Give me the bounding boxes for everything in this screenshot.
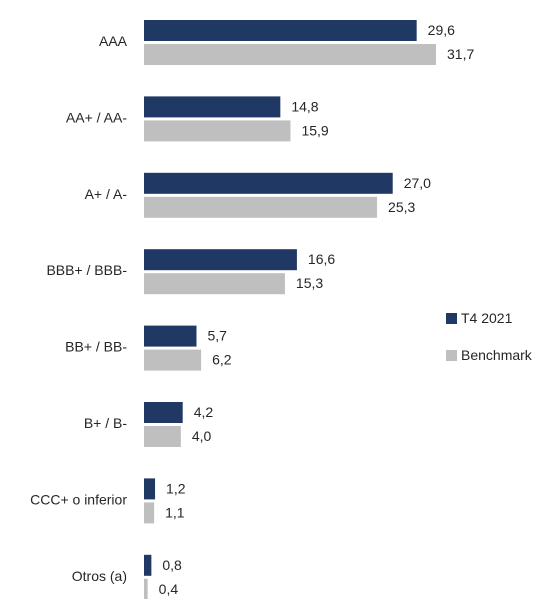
category-label-ccc-o-inferior: CCC+ o inferior (30, 491, 127, 507)
bar-t4-2021-ccc-o-inferior (144, 478, 156, 500)
bar-t4-2021-bbb-bbb (144, 249, 297, 271)
category-label-a-a: A+ / A- (85, 186, 128, 202)
bar-t4-2021-otros-a (144, 554, 152, 576)
bar-benchmark-aa-aa (144, 120, 291, 142)
legend-swatch-benchmark (446, 350, 457, 361)
category-label-bb-bb: BB+ / BB- (65, 339, 127, 355)
legend-label-t4-2021: T4 2021 (461, 310, 513, 326)
bar-benchmark-a-a (144, 196, 378, 218)
value-label-benchmark-aa-aa: 15,9 (301, 122, 328, 138)
bar-t4-2021-aa-aa (144, 96, 281, 118)
legend-swatch-t4-2021 (446, 313, 457, 324)
bar-benchmark-bb-bb (144, 349, 202, 371)
value-label-t4-2021-otros-a: 0,8 (162, 557, 182, 573)
value-label-benchmark-a-a: 25,3 (388, 199, 415, 215)
category-label-aaa: AAA (99, 33, 128, 49)
value-label-benchmark-aaa: 31,7 (447, 46, 474, 62)
legend: T4 2021 Benchmark (446, 310, 533, 363)
category-label-aa-aa: AA+ / AA- (66, 109, 127, 125)
category-label-otros-a: Otros (a) (72, 568, 127, 584)
bar-t4-2021-bb-bb (144, 325, 197, 347)
value-label-benchmark-bb-bb: 6,2 (212, 352, 232, 368)
bar-benchmark-bbb-bbb (144, 273, 285, 295)
value-label-benchmark-otros-a: 0,4 (159, 581, 179, 597)
bar-t4-2021-b-b (144, 402, 183, 423)
value-label-benchmark-bbb-bbb: 15,3 (296, 275, 323, 291)
bar-t4-2021-a-a (144, 172, 393, 194)
bars (144, 20, 436, 599)
bar-t4-2021-aaa (144, 20, 417, 41)
bar-benchmark-aaa (144, 44, 436, 65)
value-label-t4-2021-aa-aa: 14,8 (291, 98, 318, 114)
value-label-benchmark-ccc-o-inferior: 1,1 (165, 504, 185, 520)
bar-benchmark-otros-a (144, 578, 148, 599)
legend-label-benchmark: Benchmark (461, 347, 533, 363)
value-label-t4-2021-bbb-bbb: 16,6 (308, 251, 335, 267)
value-labels: 29,6 31,7 14,8 15,9 27,0 25,3 16,6 15,3 5,7 6,2 4,… (159, 22, 475, 597)
value-label-t4-2021-bb-bb: 5,7 (208, 328, 228, 344)
value-label-t4-2021-a-a: 27,0 (404, 175, 431, 191)
category-label-b-b: B+ / B- (84, 415, 128, 431)
value-label-benchmark-b-b: 4,0 (192, 428, 212, 444)
category-labels: AAA AA+ / AA- A+ / A- BBB+ / BBB- BB+ / BB- B… (30, 33, 128, 584)
value-label-t4-2021-b-b: 4,2 (194, 404, 214, 420)
category-label-bbb-bbb: BBB+ / BBB- (46, 262, 127, 278)
bar-benchmark-ccc-o-inferior (144, 502, 155, 524)
value-label-t4-2021-aaa: 29,6 (428, 22, 455, 38)
bar-benchmark-b-b (144, 426, 181, 447)
value-label-t4-2021-ccc-o-inferior: 1,2 (166, 480, 186, 496)
